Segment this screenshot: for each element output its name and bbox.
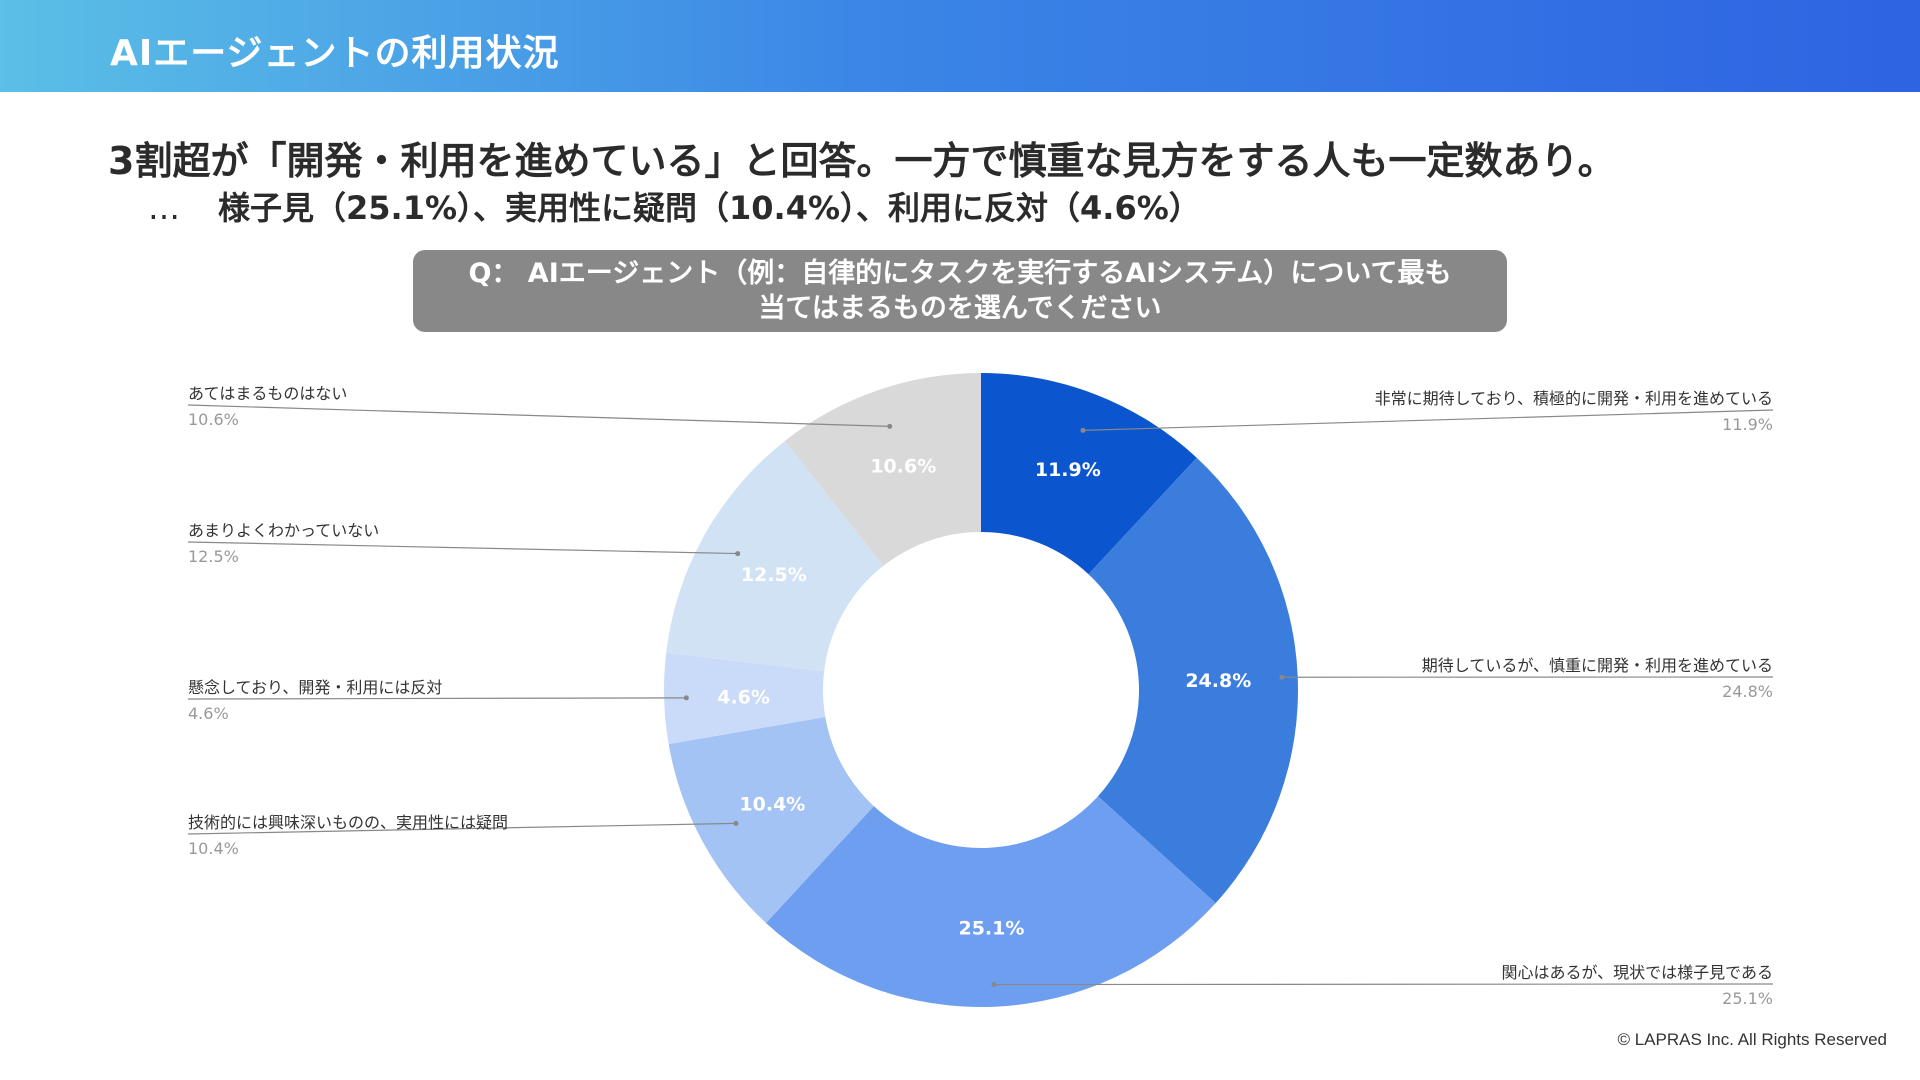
- leader-dot: [1279, 674, 1285, 680]
- data-label: 12.5%: [741, 564, 807, 586]
- legend-value: 10.6%: [188, 410, 239, 429]
- donut-slice: [784, 373, 981, 566]
- legend-value: 4.6%: [188, 704, 229, 723]
- subline-text: 様子見（25.1%）、実用性に疑問（10.4%）、利用に反対（4.6%）: [218, 189, 1201, 227]
- question-box: Q： AIエージェント（例：自律的にタスクを実行するAIシステム）について最も …: [413, 250, 1507, 332]
- subline-ellipsis: …: [148, 189, 180, 227]
- donut-slices: [664, 373, 1298, 1007]
- leader-line: [187, 697, 687, 700]
- leader-line: [187, 822, 736, 835]
- leader-line: [1082, 409, 1774, 431]
- donut-legend: 非常に期待しており、積極的に開発・利用を進めている 11.9% 期待しているが、慎重…: [187, 384, 1774, 1008]
- data-label: 4.6%: [717, 686, 770, 708]
- legend-name: あまりよくわかっていない: [188, 521, 379, 540]
- header-bar: AIエージェントの利用状況: [0, 0, 1920, 92]
- donut-data-labels: 11.9% 24.8% 25.1% 10.4% 4.6% 12.5% 10.6%: [717, 456, 1251, 940]
- legend-name: 期待しているが、慎重に開発・利用を進めている: [1422, 656, 1773, 675]
- donut-slice: [766, 796, 1216, 1007]
- legend-value: 12.5%: [188, 547, 239, 566]
- donut-slice: [668, 716, 874, 923]
- legend-value: 10.4%: [188, 839, 239, 858]
- leader-dot: [1080, 427, 1086, 433]
- legend-name: あてはまるものはない: [188, 384, 347, 403]
- leader-dot: [887, 423, 893, 429]
- headline: 3割超が「開発・利用を進めている」と回答。一方で慎重な見方をする人も一定数あり。: [108, 139, 1616, 183]
- donut-slice: [1088, 457, 1298, 904]
- legend-name: 関心はあるが、現状では様子見である: [1501, 963, 1773, 982]
- leader-line: [993, 983, 1774, 986]
- leader-dot: [683, 695, 689, 701]
- donut-slice: [664, 652, 826, 745]
- donut-slice: [981, 373, 1197, 575]
- legend-name: 技術的には興味深いものの、実用性には疑問: [188, 813, 508, 832]
- data-label: 10.4%: [739, 794, 805, 816]
- question-line-1: Q： AIエージェント（例：自律的にタスクを実行するAIシステム）について最も: [468, 258, 1452, 289]
- leader-line: [187, 541, 738, 555]
- donut-slice: [666, 440, 884, 672]
- copyright: © LAPRAS Inc. All Rights Reserved: [1617, 1030, 1887, 1049]
- data-label: 11.9%: [1035, 459, 1101, 481]
- data-label: 24.8%: [1185, 670, 1251, 692]
- data-label: 25.1%: [958, 917, 1024, 939]
- leader-dot: [991, 982, 997, 988]
- legend-value: 11.9%: [1722, 415, 1773, 434]
- question-line-2: 当てはまるものを選んでください: [758, 293, 1162, 324]
- leader-dot: [735, 551, 741, 557]
- leader-line: [187, 404, 890, 427]
- legend-value: 24.8%: [1722, 682, 1773, 701]
- data-label: 10.6%: [870, 456, 936, 478]
- subline: … 様子見（25.1%）、実用性に疑問（10.4%）、利用に反対（4.6%）: [148, 183, 1201, 229]
- leader-dot: [733, 820, 739, 826]
- legend-name: 非常に期待しており、積極的に開発・利用を進めている: [1375, 389, 1773, 408]
- legend-name: 懸念しており、開発・利用には反対: [188, 678, 442, 697]
- page-title: AIエージェントの利用状況: [110, 33, 560, 74]
- legend-value: 25.1%: [1722, 989, 1773, 1008]
